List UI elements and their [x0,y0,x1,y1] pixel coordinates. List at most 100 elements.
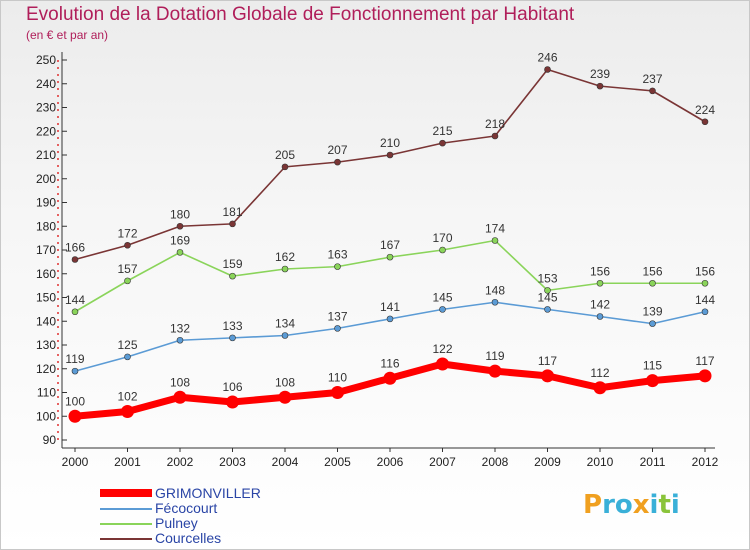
data-point [229,220,236,228]
data-point [71,308,79,316]
logo-letter: i [649,490,659,520]
data-label: 142 [590,298,610,312]
x-tick-label: 2004 [272,455,299,469]
data-point [649,320,656,327]
data-label: 119 [485,349,504,363]
data-label: 163 [327,248,347,262]
logo-letter: P [583,490,603,520]
logo-letter: i [670,490,680,520]
data-point [121,405,134,418]
data-point [176,336,184,344]
data-label: 207 [327,143,347,157]
x-tick-label: 2005 [324,455,351,469]
data-label: 239 [590,67,610,81]
data-label: 237 [642,72,662,86]
logo-letter: o [614,490,633,520]
data-point [439,306,446,313]
data-label: 156 [695,264,715,278]
data-label: 205 [275,148,295,162]
data-point [488,364,502,378]
data-point [386,315,394,323]
data-label: 172 [117,226,137,240]
data-label: 117 [695,354,714,368]
data-label: 117 [538,354,557,368]
series-line-courcelles [74,68,706,261]
data-label: 156 [642,264,662,278]
data-label: 125 [117,338,137,352]
data-point [226,395,239,409]
data-label: 148 [485,283,505,297]
data-point [331,386,344,399]
data-label: 246 [537,51,557,65]
data-label: 134 [275,317,295,331]
data-point [176,249,184,256]
data-label: 102 [117,390,137,404]
data-point [281,163,289,171]
logo-letter: t [658,490,671,520]
data-label: 218 [485,117,505,131]
data-label: 145 [432,290,452,304]
data-point [229,334,236,342]
y-tick-label: 230 [36,101,56,115]
data-point [386,151,394,159]
y-tick-label: 100 [36,409,56,423]
data-point [596,313,604,320]
chart-title: Evolution de la Dotation Globale de Fonc… [26,4,575,25]
data-label: 112 [590,366,609,380]
data-point [383,371,397,385]
x-tick-label: 2006 [377,455,404,469]
y-tick-label: 240 [36,77,56,91]
data-point [698,369,712,383]
data-label: 210 [380,136,400,150]
data-point [436,357,449,371]
x-tick-label: 2008 [482,455,509,469]
data-label: 167 [380,238,400,252]
data-point [544,306,551,313]
data-label: 174 [485,222,505,236]
data-point [124,353,131,361]
data-label: 132 [170,321,190,335]
y-tick-label: 250 [36,53,56,67]
data-point [701,279,709,287]
data-point [649,87,656,95]
y-tick-label: 160 [36,267,56,281]
y-tick-label: 190 [36,196,56,210]
logo-letter: r [602,490,615,520]
data-label: 169 [170,233,190,247]
data-point [71,256,79,263]
data-label: 115 [643,359,662,373]
y-tick-label: 150 [36,291,56,305]
data-label: 153 [537,271,557,285]
data-label: 145 [537,290,557,304]
data-point [334,158,341,166]
y-tick-label: 140 [36,314,56,328]
x-tick-label: 2012 [692,455,719,469]
data-point [491,132,499,140]
x-tick-label: 2003 [219,455,246,469]
data-label: 159 [222,257,242,271]
data-label: 108 [275,375,295,389]
y-tick-label: 90 [43,433,57,447]
data-point [176,222,184,230]
data-point [701,118,709,126]
y-tick-label: 110 [37,386,56,400]
legend-swatch-pulney [100,523,152,525]
data-label: 166 [65,241,85,255]
x-tick-label: 2010 [587,455,614,469]
data-label: 106 [222,380,242,394]
data-point [491,298,499,306]
data-label: 110 [328,371,347,385]
x-tick-label: 2000 [62,455,89,469]
legend-label-courcelles: Courcelles [155,530,222,546]
y-tick-label: 170 [36,243,56,257]
data-label: 139 [642,305,662,319]
data-point [68,409,82,423]
data-point [541,369,554,383]
legend-swatch-fecocourt [100,508,152,510]
proxiti-logo: Proxiti [583,490,680,520]
data-label: 108 [170,375,190,389]
data-point [544,66,551,73]
data-point [646,374,659,388]
data-point [71,367,79,375]
